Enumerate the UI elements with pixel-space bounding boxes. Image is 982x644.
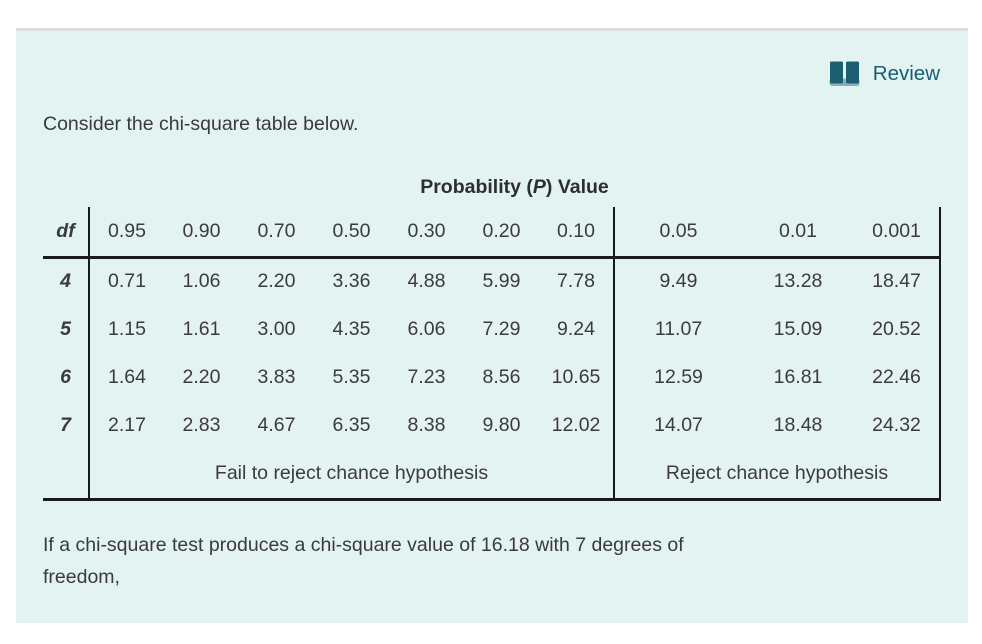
- value-cell: 7.23: [407, 365, 446, 388]
- df-cell: 5: [43, 305, 90, 353]
- value-cell: 9.24: [557, 317, 595, 340]
- value-cell: 10.65: [551, 365, 601, 388]
- table-row-df4: 4 0.71 1.06 2.20 3.36 4.88 5.99 7.78 9.4…: [43, 257, 941, 305]
- value-cell: 1.15: [108, 317, 146, 340]
- value-cell: 24.32: [854, 401, 941, 449]
- value-cell: 7.78: [557, 270, 595, 293]
- value-cell: 6.35: [332, 413, 371, 436]
- value-cell: 13.28: [773, 270, 823, 293]
- p-header: 0.20: [464, 207, 539, 259]
- value-cell: 1.06: [182, 270, 221, 293]
- table-row-df7: 7 2.17 2.83 4.67 6.35 8.38 9.80 12.02 14…: [43, 401, 941, 449]
- value-cell: 8.56: [482, 365, 521, 388]
- p-header: 0.50: [314, 207, 389, 259]
- value-cell: 16.81: [773, 365, 823, 388]
- intro-text: Consider the chi-square table below.: [43, 113, 359, 135]
- value-cell: 4.88: [407, 270, 446, 293]
- df-cell: 7: [43, 401, 90, 449]
- value-cell: 18.47: [854, 257, 941, 305]
- df-cell: 6: [43, 353, 90, 401]
- value-cell: 5.99: [482, 270, 521, 293]
- value-cell: 9.49: [613, 257, 742, 305]
- value-cell: 9.80: [482, 413, 521, 436]
- df-header: df: [43, 207, 90, 259]
- p-header: 0.70: [239, 207, 314, 259]
- p-header: 0.05: [613, 207, 742, 259]
- value-cell: 5.35: [332, 365, 371, 388]
- value-cell: 2.17: [108, 413, 146, 436]
- value-cell: 0.71: [108, 270, 146, 293]
- value-cell: 20.52: [854, 305, 941, 353]
- table-header-row: df 0.95 0.90 0.70 0.50 0.30 0.20 0.10 0.…: [43, 207, 941, 259]
- p-header: 0.95: [89, 207, 164, 259]
- value-cell: 1.64: [108, 365, 146, 388]
- value-cell: 8.38: [407, 413, 446, 436]
- table-footer-row: Fail to reject chance hypothesis Reject …: [43, 449, 941, 501]
- question-panel: Review Consider the chi-square table bel…: [16, 28, 968, 623]
- p-header: 0.30: [389, 207, 464, 259]
- review-label: Review: [872, 62, 940, 85]
- p-header: 0.001: [854, 207, 941, 259]
- value-cell: 2.20: [257, 270, 296, 293]
- value-cell: 12.02: [551, 413, 601, 436]
- p-symbol: P: [532, 176, 546, 198]
- value-cell: 3.00: [257, 317, 296, 340]
- value-cell: 18.48: [773, 413, 823, 436]
- question-text: If a chi-square test produces a chi-squa…: [43, 533, 684, 588]
- value-cell: 15.09: [773, 317, 823, 340]
- reject-region-label: Reject chance hypothesis: [613, 449, 941, 501]
- value-cell: 11.07: [613, 305, 742, 353]
- value-cell: 4.35: [332, 317, 371, 340]
- value-cell: 1.61: [182, 317, 221, 340]
- open-book-icon: [829, 61, 860, 87]
- p-header: 0.01: [742, 207, 854, 259]
- value-cell: 22.46: [854, 353, 941, 401]
- review-link[interactable]: Review: [829, 61, 940, 87]
- table-row-df6: 6 1.64 2.20 3.83 5.35 7.23 8.56 10.65 12…: [43, 353, 941, 401]
- value-cell: 3.36: [332, 270, 371, 293]
- chi-square-table: df 0.95 0.90 0.70 0.50 0.30 0.20 0.10 0.…: [43, 207, 941, 501]
- value-cell: 14.07: [613, 401, 742, 449]
- value-cell: 7.29: [482, 317, 521, 340]
- value-cell: 6.06: [407, 317, 446, 340]
- p-header: 0.10: [539, 207, 614, 259]
- p-header: 0.90: [164, 207, 239, 259]
- review-row: Review: [16, 31, 968, 87]
- value-cell: 2.83: [182, 413, 221, 436]
- value-cell: 4.67: [257, 413, 296, 436]
- chi-square-table-wrap: Probability (P) Value df 0.95 0.90 0.70 …: [43, 176, 941, 501]
- value-cell: 3.83: [257, 365, 296, 388]
- value-cell: 2.20: [182, 365, 221, 388]
- table-row-df5: 5 1.15 1.61 3.00 4.35 6.06 7.29 9.24 11.…: [43, 305, 941, 353]
- df-cell: 4: [43, 257, 90, 305]
- footer-df-spacer: [43, 449, 90, 501]
- fail-region-label: Fail to reject chance hypothesis: [89, 449, 614, 501]
- table-title: Probability (P) Value: [420, 176, 609, 198]
- value-cell: 12.59: [613, 353, 742, 401]
